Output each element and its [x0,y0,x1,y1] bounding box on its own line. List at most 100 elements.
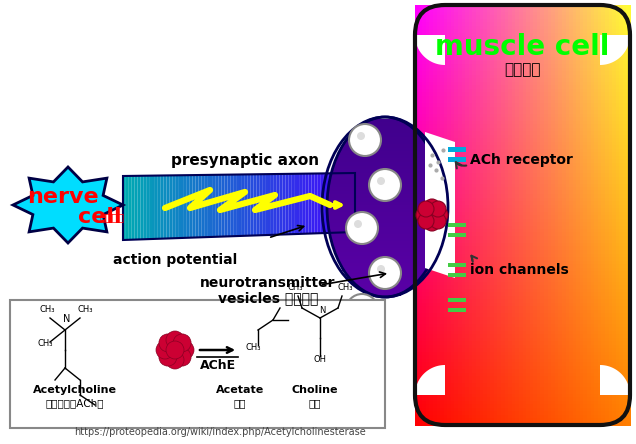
Bar [476,352,480,356]
Bar [526,110,530,114]
Bar [519,26,523,30]
Bar [483,334,487,338]
Bar [497,51,502,55]
Bar [444,313,448,317]
Bar [501,390,505,394]
Bar [530,369,534,373]
Bar [473,313,476,317]
Bar [583,79,588,83]
Bar [562,281,566,285]
Bar [587,309,591,313]
Bar [565,47,570,51]
Bar [612,114,616,118]
Bar [601,421,605,425]
Bar [523,211,527,215]
Bar [537,92,541,96]
Bar [462,120,466,124]
Bar [609,281,612,285]
Bar [558,257,562,261]
Bar [494,285,498,289]
Bar [487,58,491,62]
Bar [447,198,452,202]
Bar [572,281,577,285]
Bar [462,29,466,33]
Bar [440,365,444,369]
Bar [418,110,423,114]
Bar [583,177,588,181]
Bar [576,302,580,306]
Bar [440,107,444,111]
Bar [569,218,573,222]
Bar [548,369,551,373]
Bar [555,421,559,425]
Bar [418,215,423,219]
Bar [422,89,426,93]
Bar [440,302,444,306]
Bar [331,238,439,242]
Bar [541,309,544,313]
Bar [530,254,534,258]
Bar [598,5,602,9]
Bar [612,58,616,62]
Bar [515,404,520,408]
Bar [601,218,605,222]
Bar [476,404,480,408]
Bar [497,278,502,282]
Bar [558,274,562,278]
Bar [501,148,505,152]
Bar [580,170,584,174]
Bar [476,124,480,128]
Bar [436,261,441,265]
Bar [480,380,483,384]
Bar [609,68,612,72]
Bar [332,169,438,173]
Bar [576,19,580,23]
Bar [519,215,523,219]
Bar [537,373,541,377]
Bar [526,68,530,72]
Bar [490,183,494,187]
Bar [444,264,448,268]
Bar [429,135,433,139]
Bar [454,376,459,380]
Bar [433,380,437,384]
Bar [490,369,494,373]
Bar [530,421,534,425]
Bar [558,254,562,258]
Bar [558,198,562,202]
Bar [462,397,466,401]
Bar [616,5,619,9]
Bar [576,138,580,142]
Bar [451,75,455,79]
Bar [523,145,527,149]
Bar [515,324,520,328]
Bar [483,415,487,419]
Bar [436,54,441,58]
Bar [555,393,559,397]
Bar [444,239,448,243]
Bar [587,337,591,341]
Bar [551,138,555,142]
Bar [483,348,487,352]
Bar [454,23,459,27]
Bar [583,369,588,373]
Bar [476,152,480,156]
Polygon shape [247,174,251,236]
Bar [616,397,619,401]
Bar [504,373,509,377]
Bar [551,44,555,48]
Bar [616,187,619,191]
Bar [465,369,469,373]
Bar [469,92,473,96]
Bar [551,267,555,271]
Bar [565,44,570,48]
Bar [526,345,530,349]
Bar [544,33,548,37]
Bar [591,96,595,100]
Bar [626,190,630,194]
Bar [612,369,616,373]
Bar [533,44,537,48]
Bar [515,33,520,37]
Bar [537,267,541,271]
Bar [444,408,448,412]
